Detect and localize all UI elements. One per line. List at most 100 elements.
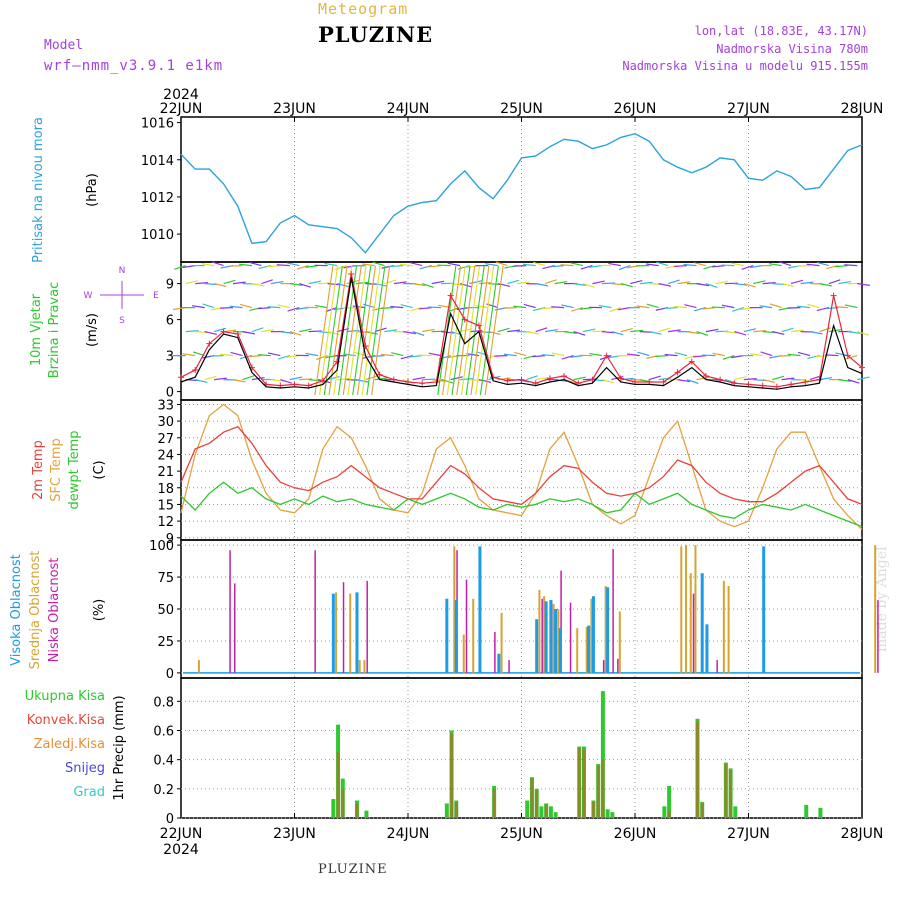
- wind-arrow: [503, 353, 517, 357]
- cloud-mid-bar: [680, 546, 683, 673]
- precip-conv-bar: [700, 803, 704, 818]
- wind-arrow: [636, 305, 650, 309]
- wind-arrow: [768, 263, 782, 267]
- wind-gust-marker: [419, 380, 426, 387]
- cloud-mid-bar: [358, 660, 361, 673]
- precip-conv-bar: [591, 801, 595, 818]
- wind-arrow: [276, 264, 290, 267]
- wind-arrow: [391, 352, 404, 357]
- cloud-low-bar: [541, 598, 543, 673]
- wind-arrow: [573, 331, 586, 336]
- wind-arrow: [702, 354, 716, 357]
- wind-arrow: [316, 355, 328, 361]
- wind-arrow: [516, 281, 530, 285]
- x-tick-label-bottom: 28JUN: [841, 826, 884, 842]
- wind-arrow: [251, 327, 264, 333]
- wind-arrow-strong: [475, 265, 495, 396]
- wind-arrow-strong: [371, 265, 391, 396]
- temp-ylabel-0: 2m Temp: [31, 440, 46, 500]
- wind-arrow: [533, 261, 546, 267]
- cloud-ylabel-1: Srednja Oblacnost: [28, 551, 43, 670]
- wind-arrow: [469, 280, 482, 285]
- y-tick-label: 0.6: [153, 725, 174, 740]
- wind-arrow: [513, 305, 527, 309]
- wind-arrow: [421, 283, 434, 288]
- wind-arrow: [418, 307, 432, 310]
- cloud-unit: (%): [92, 599, 107, 622]
- wind-arrow: [280, 379, 293, 384]
- cloud-mid-bar: [349, 593, 352, 673]
- wind-arrow: [551, 352, 565, 357]
- wind-arrow: [705, 283, 718, 288]
- wind-arrow: [267, 306, 281, 309]
- wind-arrow: [674, 352, 688, 357]
- wind-arrow: [693, 355, 707, 358]
- wind-arrow: [816, 261, 830, 267]
- wind-arrow: [438, 355, 451, 360]
- wind-arrow: [857, 283, 871, 286]
- cloud-low-bar: [314, 550, 316, 673]
- x-tick-label-top: 23JUN: [273, 101, 316, 117]
- wind-arrow: [318, 282, 332, 285]
- year-label-top: 2024: [163, 87, 199, 103]
- precip-conv-bar: [695, 721, 699, 818]
- t2m-line: [180, 425, 863, 506]
- wind-arrow: [352, 305, 366, 309]
- wind-arrow: [759, 305, 773, 309]
- year-label-bottom: 2024: [163, 842, 199, 858]
- wind-arrow: [819, 283, 832, 287]
- wind-arrow: [289, 283, 303, 286]
- wind-arrow: [270, 379, 284, 382]
- x-tick-label-top: 28JUN: [841, 101, 884, 117]
- model-elevation-info: Nadmorska Visina u modelu 915.155m: [622, 59, 868, 73]
- wind-arrow: [561, 355, 574, 360]
- sfc-temp-line: [180, 403, 863, 530]
- wind-arrow: [459, 378, 473, 381]
- wind-arrow: [722, 355, 735, 360]
- wind-gust-marker: [859, 364, 865, 371]
- wind-arrow-strong: [465, 265, 485, 396]
- wind-arrow: [261, 328, 275, 333]
- cloud-ylabel-2: Niska Oblacnost: [47, 558, 62, 663]
- wind-gust-marker: [376, 371, 383, 378]
- wind-arrow: [753, 280, 766, 285]
- wind-arrow: [696, 331, 709, 336]
- precip-conv-bar: [355, 803, 359, 818]
- precip-total-bar: [818, 807, 823, 818]
- cloud-mid-bar: [727, 586, 730, 673]
- wind-arrow: [403, 331, 416, 335]
- wind-arrow: [762, 379, 775, 383]
- wind-arrow: [232, 379, 246, 383]
- wind-arrow: [797, 305, 811, 309]
- wind-arrow: [677, 379, 691, 383]
- wind-arrow: [807, 303, 820, 309]
- wind-arrow: [790, 329, 804, 333]
- compass-cross: [100, 281, 144, 309]
- precip-total-bar: [553, 812, 558, 818]
- wind-arrow: [286, 262, 300, 267]
- meteogram-label: Meteogram: [318, 0, 409, 18]
- temp-unit: (C): [92, 460, 107, 479]
- wind-arrow: [308, 330, 322, 333]
- wind-arrow: [838, 379, 852, 382]
- wind-arrow: [535, 327, 548, 333]
- cloud-mid-bar: [585, 626, 588, 673]
- wind-arrow: [410, 307, 423, 312]
- wind-arrow: [305, 352, 319, 357]
- wind-arrow: [299, 378, 313, 381]
- compass-e: E: [153, 291, 159, 301]
- model-label: Model: [44, 38, 84, 53]
- wind-arrow: [174, 265, 186, 270]
- wind-arrow: [749, 353, 763, 357]
- station-title: PLUZINE: [318, 22, 434, 47]
- wind-arrow: [280, 331, 294, 334]
- wind-arrow: [532, 355, 546, 358]
- cloud-mid-bar: [874, 545, 877, 673]
- cloud-high-bar: [705, 624, 709, 673]
- wind-arrow: [336, 283, 350, 288]
- cloud-mid-bar: [453, 546, 456, 673]
- x-tick-label-bottom: 27JUN: [727, 826, 770, 842]
- wind-arrow: [705, 328, 719, 333]
- wind-arrow: [601, 379, 615, 384]
- precip-legend-4: Grad: [73, 785, 105, 800]
